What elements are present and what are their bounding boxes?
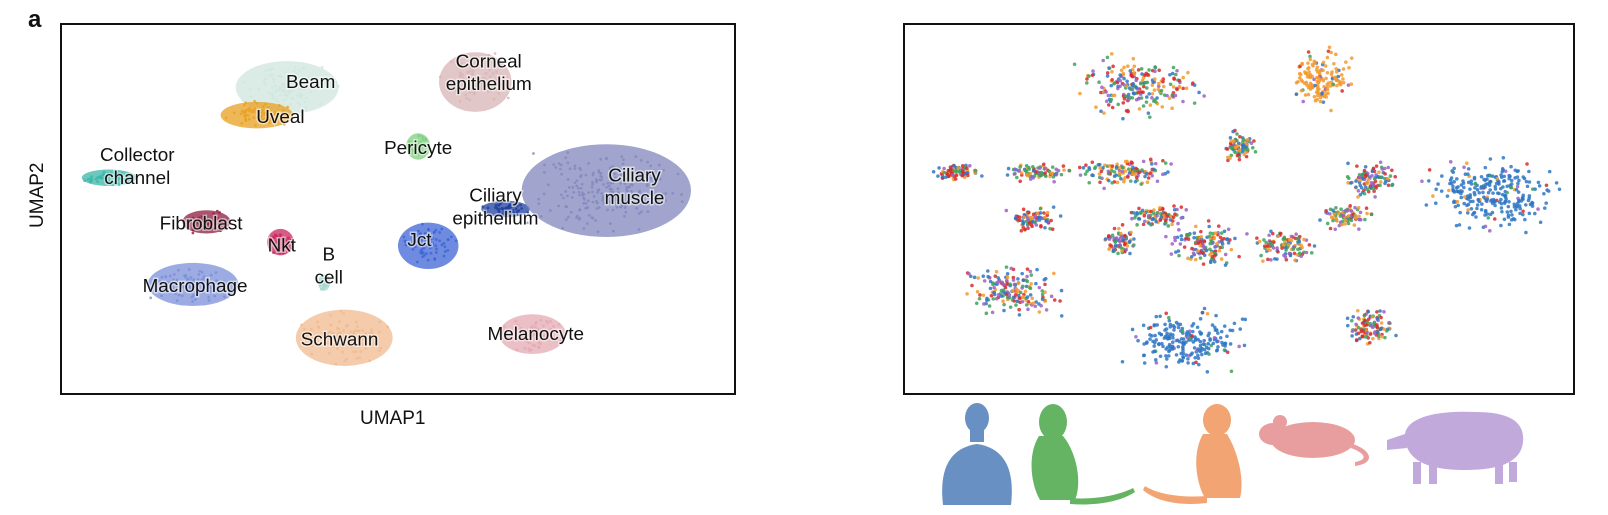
cluster-b-cell — [318, 274, 332, 291]
cluster-fibroblast — [182, 209, 231, 235]
cluster-label-jct: Jct — [407, 229, 432, 250]
species-cluster — [1255, 229, 1317, 263]
species-cluster — [965, 265, 1064, 318]
species-legend — [935, 400, 1575, 510]
cluster-melanocyte — [499, 314, 566, 354]
umap-plot-cell-types: Beam Uveal Corneal epithelium Pericyte Collec… — [60, 23, 736, 395]
cluster-label-corneal-epithelium: Corneal epithelium — [446, 50, 532, 94]
umap-plot-species — [903, 23, 1575, 395]
cluster-nkt — [267, 228, 294, 256]
green-monkey-icon — [1031, 404, 1135, 505]
cluster-label-nkt: Nkt — [268, 235, 297, 256]
umap-scatter-right — [931, 45, 1562, 374]
species-cluster — [1345, 308, 1398, 346]
species-cluster — [1345, 160, 1398, 199]
species-cluster — [1420, 156, 1562, 235]
pig-icon — [1387, 411, 1524, 484]
species-cluster — [1072, 52, 1206, 121]
cluster-label-schwann: Schwann — [301, 329, 379, 350]
species-cluster — [1103, 223, 1136, 256]
species-cluster — [1294, 45, 1354, 113]
human-icon — [942, 403, 1012, 505]
cluster-pericyte — [406, 133, 431, 160]
cluster-label-fibroblast: Fibroblast — [160, 213, 244, 234]
cluster-schwann — [295, 309, 393, 366]
cluster-ciliary-muscle — [521, 144, 691, 237]
species-cluster — [1224, 128, 1258, 163]
panel-letter: a — [28, 6, 42, 33]
x-axis-label: UMAP1 — [360, 408, 426, 429]
cluster-label-uveal: Uveal — [256, 106, 304, 127]
cluster-uveal — [220, 99, 294, 129]
species-icons — [942, 403, 1524, 505]
species-cluster — [1005, 162, 1072, 184]
cluster-label-melanocyte: Melanocyte — [487, 323, 584, 344]
cluster-macrophage — [147, 262, 239, 306]
cluster-label-pericyte: Pericyte — [384, 137, 452, 158]
cluster-label-beam: Beam — [286, 71, 335, 92]
cluster-ciliary-epithelium — [481, 200, 530, 218]
umap-scatter-left: Beam Uveal Corneal epithelium Pericyte Collec… — [81, 49, 691, 366]
cluster-jct — [398, 222, 459, 269]
species-cluster — [1077, 157, 1173, 191]
cluster-label-macrophage: Macrophage — [143, 275, 248, 296]
cluster-beam — [235, 61, 340, 115]
species-cluster — [1004, 205, 1063, 233]
species-cluster — [931, 163, 984, 182]
cluster-label-collector-channel: Collector channel — [100, 144, 174, 188]
cluster-label-ciliary-epithelium: Ciliary epithelium — [452, 185, 538, 229]
species-cluster — [1164, 219, 1249, 267]
cluster-corneal-epithelium — [438, 52, 512, 112]
species-cluster — [1120, 306, 1248, 374]
y-axis-label: UMAP2 — [27, 162, 48, 228]
cluster-collector-channel — [81, 169, 137, 187]
cluster-label-ciliary-muscle: Ciliary muscle — [605, 165, 665, 209]
species-cluster — [1318, 204, 1374, 232]
mouse-icon — [1259, 415, 1369, 466]
macaque-icon — [1143, 404, 1242, 504]
species-cluster — [1129, 204, 1189, 228]
